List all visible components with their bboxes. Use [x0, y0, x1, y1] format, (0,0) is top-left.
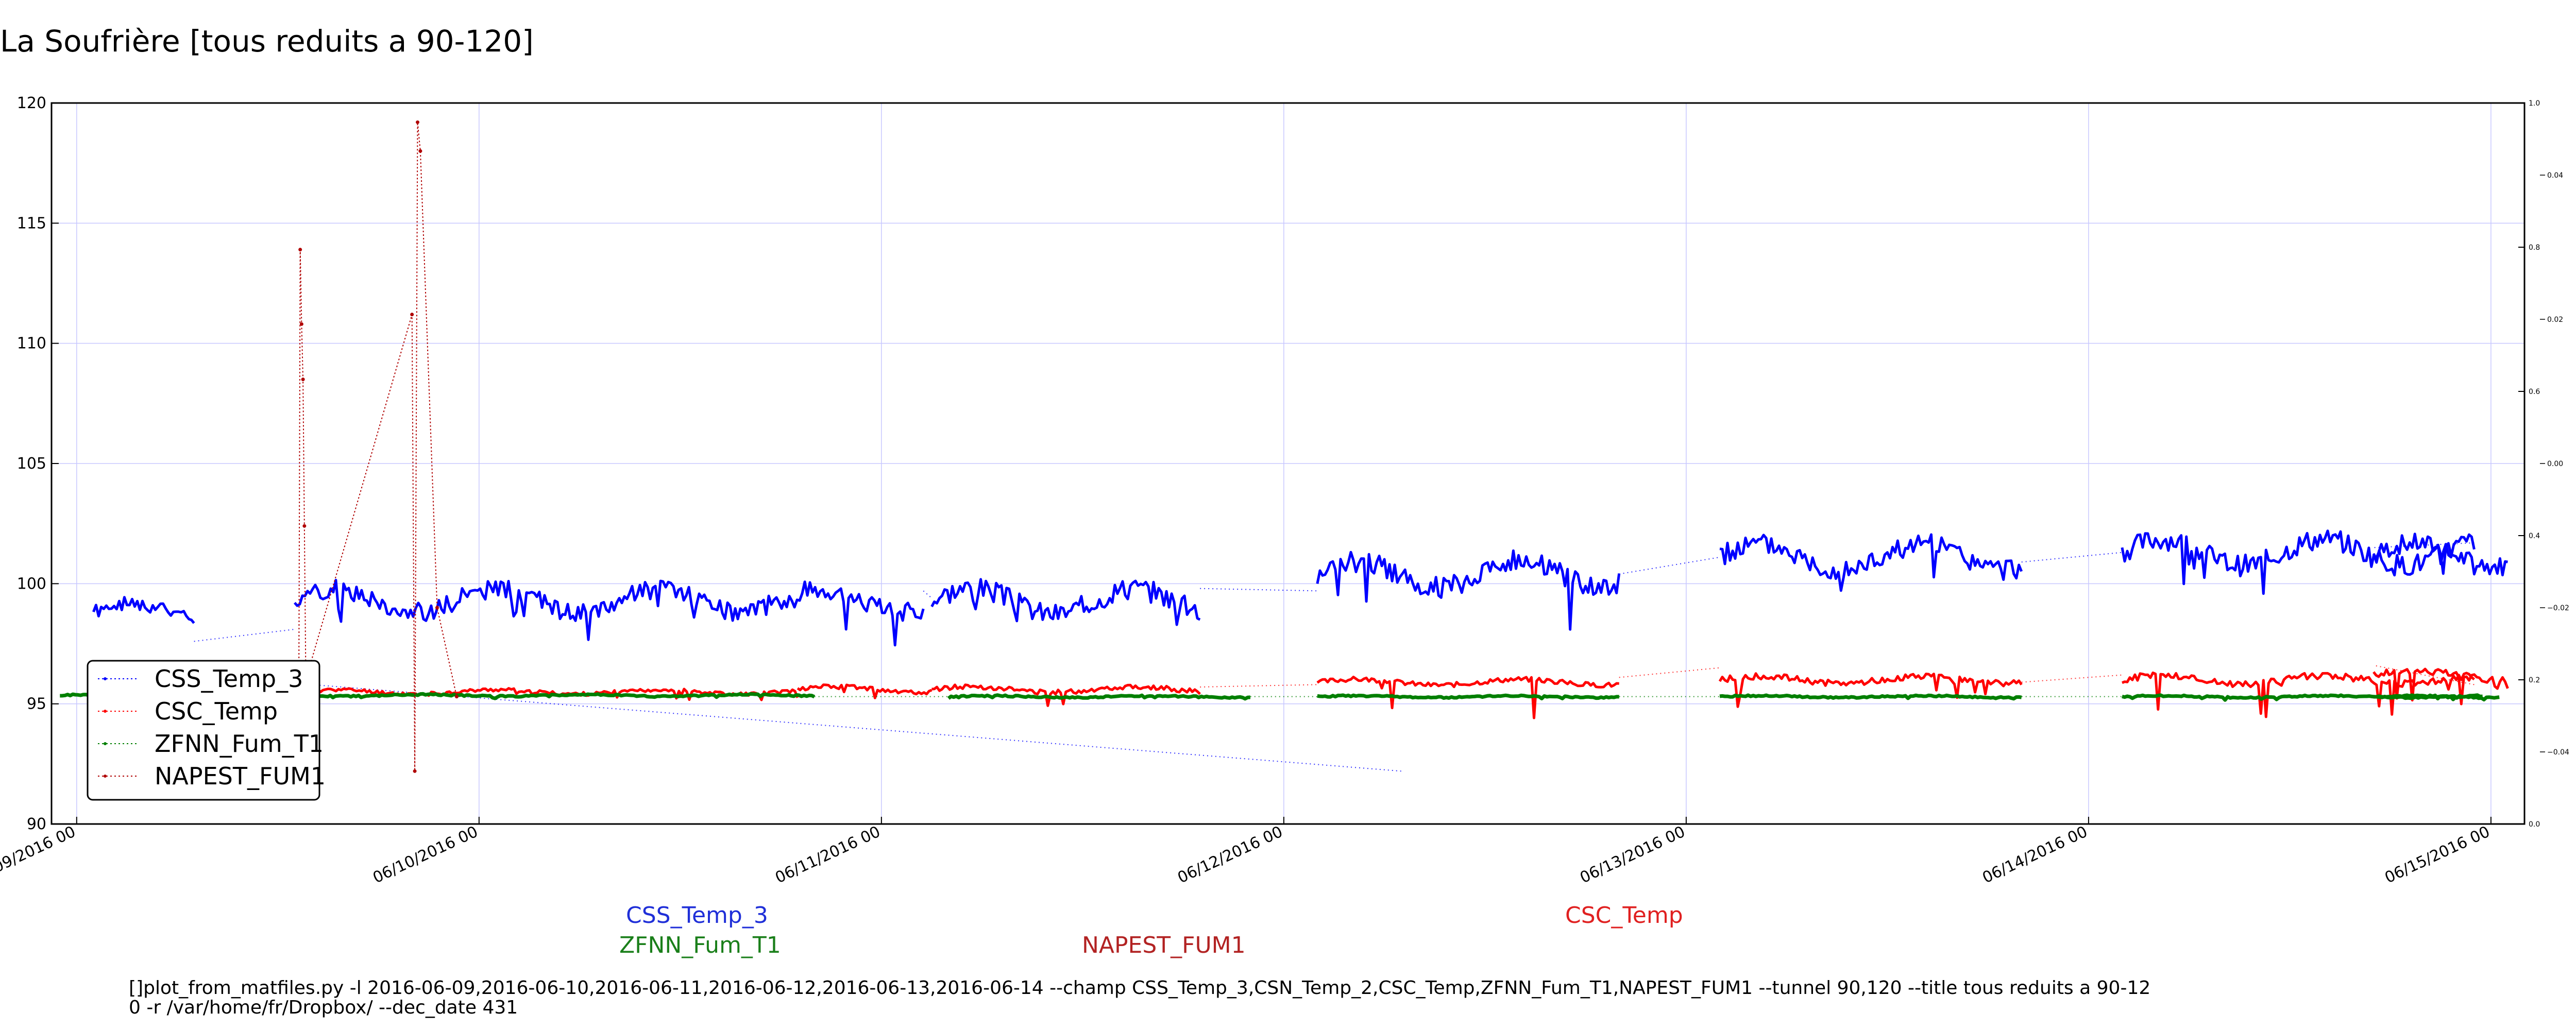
legend-marker-zfnn-fum-t1 — [104, 742, 107, 745]
series-napest-fum1-point-10 — [435, 606, 439, 610]
series-napest-fum1-point-7 — [413, 769, 417, 773]
series-csc-temp-segment-3 — [1316, 676, 1619, 719]
bottom-label-csc-temp: CSC_Temp — [1565, 902, 1683, 929]
y-tick-label-95: 95 — [27, 695, 46, 713]
series-css-temp-3-segment-3 — [1316, 549, 1621, 631]
right-tick-label-0.4: 0.4 — [2529, 532, 2540, 540]
bottom-label-napest-fum1: NAPEST_FUM1 — [1082, 932, 1246, 958]
right2-tick-label-1: −0.02 — [2547, 604, 2569, 612]
legend-label-csc-temp: CSC_Temp — [155, 697, 278, 725]
series-napest-fum1-point-1 — [298, 248, 302, 252]
x-axis: 06/09/2016 00 06/10/2016 00 06/11/2016 00 0… — [0, 817, 2493, 887]
right-tick-label-0.8: 0.8 — [2529, 244, 2540, 252]
series-css-temp-3-segment-1 — [294, 579, 925, 647]
series-napest-fum1-point-4 — [302, 524, 307, 528]
series-csc-temp — [294, 665, 2509, 719]
y-tick-label-120: 120 — [17, 94, 46, 112]
series-csc-temp-gap-1 — [1619, 667, 1720, 678]
series-csc-temp-segment-4 — [1718, 672, 2023, 708]
series-napest-fum1-point-9 — [418, 149, 422, 153]
grid — [52, 102, 2524, 825]
y-tick-label-105: 105 — [17, 455, 46, 473]
x-tick-label-06-15-2016-00: 06/15/2016 00 — [2382, 823, 2493, 887]
series-css-temp-3-segment-6 — [2372, 533, 2508, 577]
series-csc-temp-segment-5 — [2122, 671, 2475, 718]
series-napest-fum1-point-8 — [416, 120, 420, 124]
series-zfnn-fum-t1-segment-3 — [1719, 693, 2022, 701]
x-tick-label-06-11-2016-00: 06/11/2016 00 — [772, 823, 883, 887]
series-css-temp-3-gap-2 — [1200, 588, 1317, 592]
legend-label-napest-fum1: NAPEST_FUM1 — [155, 762, 326, 790]
legend: CSS_Temp_3 CSC_Temp ZFNN_Fum_T1 NAPEST_FUM1 — [87, 660, 326, 801]
legend-marker-css-temp-3 — [104, 677, 107, 680]
series-napest-fum1-point-11 — [454, 695, 459, 699]
series-csc-temp-segment-0 — [294, 687, 799, 701]
legend-label-zfnn-fum-t1: ZFNN_Fum_T1 — [155, 730, 324, 758]
series-zfnn-fum-t1-segment-1 — [947, 693, 1251, 701]
right2-tick-label-2: 0.00 — [2547, 460, 2563, 468]
series-csc-temp-segment-1 — [796, 683, 933, 699]
right2-tick-label-0: −0.04 — [2547, 748, 2569, 757]
series-csc-temp-segment-6 — [2372, 667, 2509, 706]
legend-marker-csc-temp — [104, 710, 107, 713]
command-line-2: 0 -r /var/home/fr/Dropbox/ --dec_date 43… — [129, 997, 518, 1018]
right-tick-label-0.2: 0.2 — [2529, 676, 2540, 684]
series-napest-fum1-point-6 — [410, 313, 414, 317]
series-css-temp-3-gap-1 — [923, 590, 933, 599]
x-tick-label-06-14-2016-00: 06/14/2016 00 — [1980, 823, 2091, 887]
series-css-temp-3-gap-0 — [194, 629, 295, 642]
series-csc-temp-gap-3 — [2373, 665, 2475, 685]
y-tick-label-100: 100 — [17, 575, 46, 593]
right-axis: 0.0 0.2 0.4 0.6 0.8 1.0 −0.04 −0.02 0.00 0.02 0.04 — [2518, 99, 2569, 829]
series-css-temp-3-gap-4 — [2021, 552, 2123, 563]
bottom-label-css-temp-3: CSS_Temp_3 — [626, 902, 768, 929]
y-tick-label-115: 115 — [17, 214, 46, 232]
x-tick-label-06-10-2016-00: 06/10/2016 00 — [370, 823, 481, 887]
series-napest-fum1 — [297, 120, 459, 773]
right-tick-label-1.0: 1.0 — [2529, 99, 2540, 108]
x-tick-label-06-13-2016-00: 06/13/2016 00 — [1578, 823, 1688, 887]
series-zfnn-fum-t1-segment-2 — [1317, 693, 1619, 700]
series-css-temp-3-gap-3 — [1619, 557, 1720, 575]
series-csc-temp-gap-2 — [2021, 674, 2123, 683]
series-csc-temp-segment-2 — [931, 683, 1201, 707]
y-tick-label-110: 110 — [17, 335, 46, 353]
series-csc-temp-gap-0 — [1200, 684, 1317, 688]
series-zfnn-fum-t1-segment-5 — [2373, 693, 2500, 701]
series-layer — [60, 120, 2509, 773]
series-napest-fum1-point-2 — [299, 322, 303, 326]
right2-tick-label-4: 0.04 — [2547, 171, 2563, 180]
x-tick-label-06-12-2016-00: 06/12/2016 00 — [1175, 823, 1285, 887]
y-axis: 90 95 100 105 110 115 120 — [17, 94, 59, 833]
right-tick-label-0.6: 0.6 — [2529, 388, 2540, 396]
series-css-temp-3-segment-0 — [92, 596, 195, 624]
series-napest-fum1-point-3 — [301, 377, 305, 382]
right2-tick-label-3: 0.02 — [2547, 316, 2563, 324]
series-css-temp-3-segment-5 — [2121, 529, 2476, 595]
series-css-temp-3-segment-4 — [1719, 533, 2023, 592]
legend-label-css-temp-3: CSS_Temp_3 — [155, 665, 303, 693]
series-css-temp-3-segment-2 — [930, 578, 1201, 626]
bottom-label-zfnn-fum-t1: ZFNN_Fum_T1 — [619, 932, 781, 958]
right-tick-label-0.0: 0.0 — [2529, 820, 2540, 829]
command-line-1: []plot_from_matfiles.py -l 2016-06-09,20… — [129, 977, 2150, 999]
legend-marker-napest-fum1 — [104, 775, 107, 778]
y-tick-label-90: 90 — [27, 815, 46, 833]
chart-title: La Soufrière [tous reduits a 90-120] — [0, 24, 534, 59]
series-css-temp-3 — [92, 529, 2508, 772]
series-zfnn-fum-t1 — [60, 692, 2500, 702]
series-napest-fum1-line — [298, 122, 457, 771]
legend-box — [87, 660, 320, 801]
